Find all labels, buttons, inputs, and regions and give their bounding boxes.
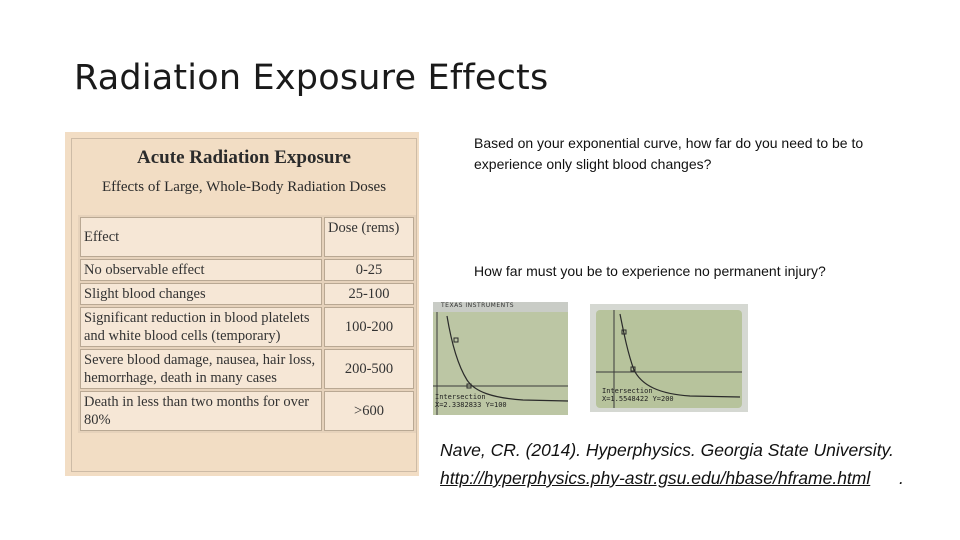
table-header-row: Effect Dose (rems) — [80, 217, 414, 257]
column-header-effect: Effect — [80, 217, 322, 257]
intersection-marker — [630, 366, 636, 372]
question-slight-blood-changes: Based on your exponential curve, how far… — [474, 135, 864, 172]
data-point — [453, 337, 459, 343]
table-row: Significant reduction in blood platelets… — [80, 307, 414, 347]
column-header-dose: Dose (rems) — [324, 217, 414, 257]
calculator-screenshot-1: TEXAS INSTRUMENTS Intersection X=2.33828… — [433, 302, 568, 415]
dose-cell: 200-500 — [324, 349, 414, 389]
question-no-permanent-injury: How far must you be to experience no per… — [474, 263, 826, 279]
citation-link[interactable]: http://hyperphysics.phy-astr.gsu.edu/hba… — [440, 468, 871, 488]
citation-text: Nave, CR. (2014). Hyperphysics. Georgia … — [440, 440, 894, 460]
table-frame: Acute Radiation Exposure Effects of Larg… — [71, 138, 417, 472]
effect-cell: Significant reduction in blood platelets… — [80, 307, 322, 347]
intersection-readout: X=2.3382833 Y=100 — [435, 401, 507, 409]
exponential-curve — [446, 315, 568, 402]
ti-brand-label: TEXAS INSTRUMENTS — [441, 302, 515, 309]
table-heading: Acute Radiation Exposure — [137, 147, 351, 168]
calculator-graph-1 — [433, 302, 568, 415]
dose-table: Effect Dose (rems) No observable effect … — [78, 215, 416, 433]
effect-cell: Slight blood changes — [80, 283, 322, 305]
table-row: Death in less than two months for over 8… — [80, 391, 414, 431]
dose-cell: >600 — [324, 391, 414, 431]
lcd-screen — [433, 312, 568, 415]
intersection-readout: X=1.5548422 Y=200 — [602, 395, 674, 403]
dose-cell: 25-100 — [324, 283, 414, 305]
effect-cell: Severe blood damage, nausea, hair loss, … — [80, 349, 322, 389]
table-row: No observable effect 0-25 — [80, 259, 414, 281]
intersection-label: Intersection — [602, 387, 653, 395]
calculator-graph-2 — [590, 304, 748, 412]
slide-title: Radiation Exposure Effects — [74, 58, 549, 98]
lcd-screen — [596, 310, 742, 408]
calculator-screenshot-2: Intersection X=1.5548422 Y=200 — [590, 304, 748, 412]
data-point — [621, 329, 627, 335]
dose-cell: 100-200 — [324, 307, 414, 347]
table-row: Slight blood changes 25-100 — [80, 283, 414, 305]
effect-cell: No observable effect — [80, 259, 322, 281]
calculator-bezel — [433, 302, 568, 312]
dose-cell: 0-25 — [324, 259, 414, 281]
citation-period: . — [899, 468, 904, 488]
intersection-marker — [466, 383, 472, 389]
radiation-table-image: Acute Radiation Exposure Effects of Larg… — [65, 132, 419, 476]
intersection-label: Intersection — [435, 393, 486, 401]
table-row: Severe blood damage, nausea, hair loss, … — [80, 349, 414, 389]
table-subheading: Effects of Large, Whole-Body Radiation D… — [101, 179, 387, 195]
effect-cell: Death in less than two months for over 8… — [80, 391, 322, 431]
